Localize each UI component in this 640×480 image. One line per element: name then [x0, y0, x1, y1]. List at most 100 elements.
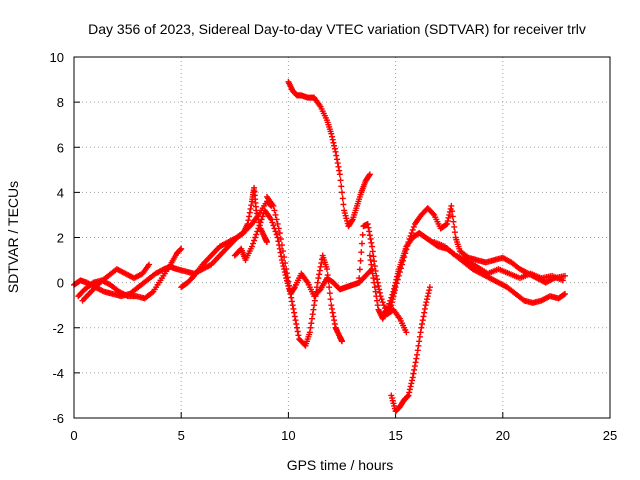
- data-point-interp: [395, 272, 402, 279]
- data-point: [276, 229, 283, 236]
- tick-labels: 0 5 10 15 20 25 -6 -4 -2 0 2 4 6 8 10: [50, 50, 618, 443]
- data-point-interp: [396, 269, 403, 276]
- data-point: [409, 374, 416, 381]
- data-point-interp: [407, 232, 414, 239]
- data-point: [244, 220, 251, 227]
- data-point: [339, 338, 345, 345]
- data-point-interp: [288, 294, 295, 301]
- y-tick-label: 6: [57, 140, 64, 155]
- data-point-interp: [381, 305, 388, 312]
- data-point-interp: [365, 224, 372, 231]
- x-tick-label: 5: [178, 428, 185, 443]
- data-point-interp: [291, 285, 298, 292]
- data-point-interp: [288, 298, 295, 305]
- data-point-interp: [247, 205, 254, 212]
- data-point: [306, 329, 313, 336]
- data-point-interp: [290, 305, 297, 312]
- y-tick-label: -2: [52, 321, 64, 336]
- data-point-interp: [278, 253, 285, 260]
- data-point-interp: [246, 209, 253, 216]
- data-point-interp: [366, 172, 373, 179]
- chart-title: Day 356 of 2023, Sidereal Day-to-day VTE…: [88, 21, 586, 37]
- data-point-interp: [375, 283, 382, 290]
- series-arc-7: [285, 78, 373, 230]
- data-point-interp: [293, 324, 300, 331]
- data-point: [418, 324, 425, 331]
- data-point: [392, 284, 399, 291]
- data-point-interp: [376, 289, 383, 296]
- data-point-interp: [326, 290, 333, 297]
- data-point-interp: [368, 261, 375, 268]
- data-point-interp: [404, 242, 411, 249]
- data-point-interp: [449, 208, 456, 215]
- data-point-interp: [293, 320, 300, 327]
- data-point: [399, 261, 406, 268]
- data-point-interp: [424, 296, 431, 303]
- data-point-interp: [410, 223, 417, 230]
- data-point: [253, 207, 260, 214]
- data-series: [71, 78, 568, 415]
- data-point-interp: [430, 210, 437, 217]
- data-point-interp: [253, 231, 260, 238]
- grid: [74, 57, 610, 418]
- data-point-interp: [333, 156, 340, 163]
- data-point-interp: [424, 293, 431, 300]
- data-point-interp: [314, 279, 321, 286]
- data-point-interp: [370, 253, 377, 260]
- data-point-interp: [413, 355, 420, 362]
- series-arc-4: [178, 184, 270, 291]
- data-point-interp: [408, 380, 415, 387]
- data-point-interp: [421, 309, 428, 316]
- data-point-interp: [284, 274, 291, 281]
- data-point-interp: [338, 183, 345, 190]
- data-point-interp: [401, 254, 408, 261]
- data-point-interp: [280, 248, 287, 255]
- data-point-interp: [425, 290, 432, 297]
- data-point-interp: [289, 302, 296, 309]
- data-point: [414, 351, 421, 358]
- data-point-interp: [308, 315, 315, 322]
- data-point-interp: [334, 160, 341, 167]
- data-point-interp: [331, 317, 338, 324]
- data-point-interp: [257, 219, 264, 226]
- data-point-interp: [286, 286, 293, 293]
- data-point-interp: [426, 287, 433, 294]
- data-point-interp: [313, 284, 320, 291]
- data-point-interp: [311, 297, 318, 304]
- data-point-interp: [374, 279, 381, 286]
- data-point-interp: [177, 246, 184, 253]
- data-point-interp: [273, 231, 280, 238]
- data-point-interp: [259, 213, 266, 220]
- data-point-interp: [337, 177, 344, 184]
- data-point-interp: [281, 254, 288, 261]
- data-point-interp: [283, 270, 290, 277]
- data-point-interp: [380, 302, 387, 309]
- data-point: [287, 290, 294, 297]
- x-tick-label: 0: [70, 428, 77, 443]
- data-point-interp: [316, 267, 323, 274]
- data-point-interp: [442, 221, 449, 228]
- data-point-interp: [391, 287, 398, 294]
- data-point-interp: [390, 293, 397, 300]
- data-point-interp: [251, 237, 258, 244]
- data-point-interp: [421, 305, 428, 312]
- data-point-interp: [270, 222, 277, 229]
- data-point-interp: [316, 287, 323, 294]
- data-point: [369, 243, 376, 250]
- data-point-interp: [367, 267, 374, 274]
- data-point-interp: [372, 267, 379, 274]
- data-point-interp: [258, 216, 265, 223]
- data-point-interp: [414, 347, 421, 354]
- data-point-interp: [560, 291, 567, 298]
- data-point: [366, 252, 373, 259]
- series-arc-12: [431, 239, 566, 284]
- data-point: [328, 130, 335, 137]
- data-point: [356, 275, 363, 282]
- data-point-interp: [273, 216, 280, 223]
- data-point-interp: [450, 218, 457, 225]
- data-point-interp: [248, 202, 255, 209]
- data-point-interp: [367, 236, 374, 243]
- data-point: [146, 261, 153, 268]
- data-point-interp: [451, 229, 458, 236]
